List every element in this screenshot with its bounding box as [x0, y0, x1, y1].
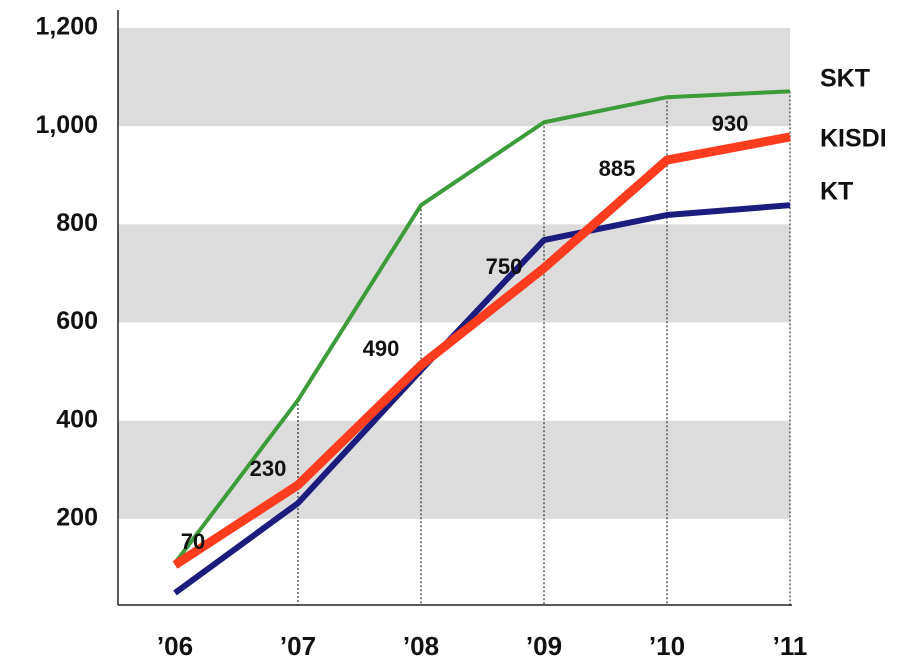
series-line	[173, 89, 791, 565]
series-label: KISDI	[820, 125, 887, 153]
annotation: 230	[250, 456, 287, 481]
x-tick-label: ’06	[157, 631, 193, 661]
annotation: 490	[363, 336, 400, 361]
y-tick-label: 800	[56, 209, 98, 237]
grid-band	[118, 224, 790, 323]
series-label: KT	[820, 178, 853, 206]
annotation: 70	[181, 529, 205, 554]
x-tick-label: ’08	[403, 631, 439, 661]
y-tick-label: 1,200	[35, 13, 98, 41]
annotation: 885	[599, 156, 636, 181]
y-tick-label: 400	[56, 405, 98, 433]
series-line	[172, 132, 791, 569]
annotation: 930	[712, 111, 749, 136]
x-tick-label: ’09	[526, 631, 562, 661]
x-tick-label: ’11	[773, 631, 808, 661]
y-tick-label: 600	[56, 307, 98, 335]
series-label: SKT	[820, 65, 870, 93]
y-tick-label: 1,000	[35, 111, 98, 139]
series-line	[173, 202, 791, 596]
x-tick-label: ’10	[649, 631, 685, 661]
annotation: 750	[486, 254, 523, 279]
y-tick-label: 200	[56, 503, 98, 531]
grid-band	[118, 28, 790, 127]
x-tick-label: ’07	[280, 631, 316, 661]
grid-band	[118, 420, 790, 519]
